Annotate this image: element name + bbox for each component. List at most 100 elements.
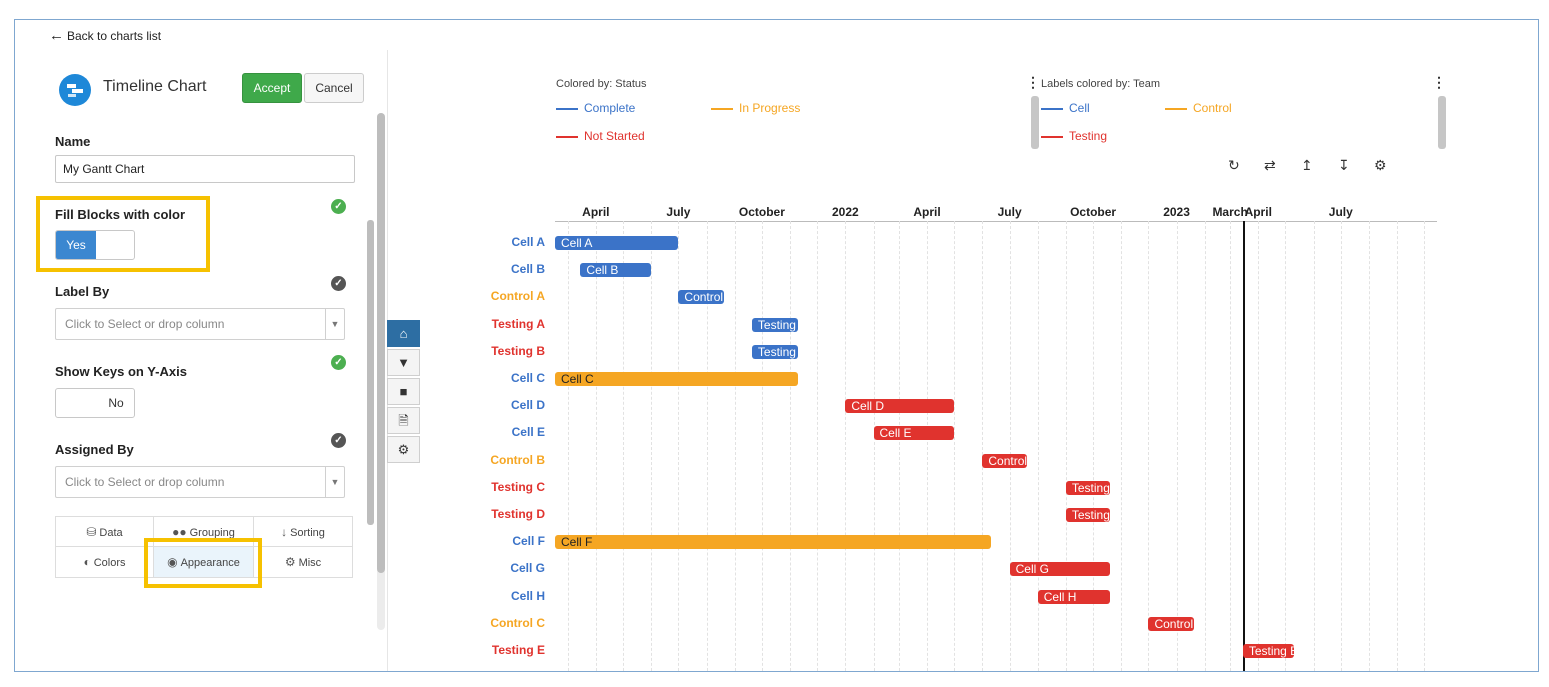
legend-item-complete[interactable]: Complete — [556, 101, 635, 115]
name-input[interactable]: My Gantt Chart — [55, 155, 355, 183]
legend-item-in-progress[interactable]: In Progress — [711, 101, 800, 115]
file-icon: 🗎 — [398, 413, 409, 428]
grid-line — [1313, 221, 1315, 671]
show-keys-label: Show Keys on Y-Axis — [55, 364, 187, 379]
editor-panel: Timeline Chart Accept Cancel Name My Gan… — [15, 50, 388, 671]
grid-line — [734, 221, 736, 671]
back-link[interactable]: ← Back to charts list — [49, 27, 162, 44]
gear-icon: ⚙ — [397, 442, 410, 457]
caret-down-icon: ▼ — [325, 467, 344, 497]
assigned-by-select[interactable]: Click to Select or drop column ▼ — [55, 466, 345, 498]
arrow-left-icon: ← — [49, 27, 64, 44]
legend-item-not-started[interactable]: Not Started — [556, 129, 645, 143]
grid-line — [1204, 221, 1206, 671]
timeline-bar[interactable]: Testing D — [1065, 508, 1111, 522]
tab-sorting[interactable]: ↓ Sorting — [254, 517, 352, 547]
grid-line — [623, 221, 625, 671]
check-icon: ✓ — [331, 355, 346, 370]
legend-item-control[interactable]: Control — [1165, 101, 1232, 115]
name-label: Name — [55, 134, 91, 149]
grid-line — [845, 221, 847, 671]
cancel-button[interactable]: Cancel — [304, 73, 364, 103]
y-axis-label: Cell E — [511, 425, 545, 440]
legend-scrollbar[interactable] — [1031, 96, 1039, 149]
users-icon: ●● — [172, 525, 187, 539]
timeline-bar[interactable]: Testing A — [751, 317, 799, 332]
grid-line — [567, 221, 569, 671]
accept-button[interactable]: Accept — [242, 73, 302, 103]
stop-toolbar-button[interactable]: ■ — [387, 378, 420, 405]
grid-line — [790, 221, 792, 671]
y-axis-label: Control B — [490, 452, 545, 467]
grid-line — [1397, 221, 1399, 671]
x-tick-label: March — [1212, 205, 1248, 219]
grid-line — [706, 221, 708, 671]
x-tick-label: 2022 — [832, 205, 859, 219]
tab-colors[interactable]: ◐ Colors — [56, 547, 154, 577]
timeline-bar[interactable]: Control A — [678, 290, 724, 305]
swap-icon[interactable]: ⇄ — [1264, 157, 1276, 173]
grid-line — [1009, 221, 1011, 671]
caret-down-icon: ▼ — [325, 309, 344, 339]
show-keys-toggle[interactable]: No — [55, 388, 135, 418]
tab-appearance[interactable]: ◉ Appearance — [154, 547, 254, 577]
tab-grouping[interactable]: ●● Grouping — [154, 517, 254, 547]
settings-toolbar-button[interactable]: ⚙ — [387, 436, 420, 463]
timeline-bar[interactable]: Cell B — [580, 263, 652, 278]
timeline-bar[interactable]: Cell A — [555, 236, 679, 250]
y-axis-label: Control C — [490, 615, 545, 630]
x-tick-label: April — [913, 205, 941, 219]
timeline-bar[interactable]: Cell G — [1009, 562, 1111, 577]
timeline-bar[interactable]: Cell H — [1037, 589, 1111, 604]
y-axis-label: Testing E — [491, 643, 545, 657]
label-by-label: Label By — [55, 284, 110, 299]
file-toolbar-button[interactable]: 🗎 — [387, 407, 420, 434]
x-tick-label: October — [1070, 205, 1117, 219]
timeline-bar[interactable]: Control B — [982, 453, 1027, 468]
check-icon: ✓ — [331, 433, 346, 448]
gear-icon[interactable]: ⚙ — [1374, 157, 1387, 173]
legend-item-testing[interactable]: Testing — [1041, 129, 1107, 143]
highlight-appearance-tab — [144, 538, 262, 588]
download-icon[interactable]: ↧ — [1338, 157, 1350, 173]
grid-line — [678, 221, 680, 671]
grid-line — [1340, 221, 1342, 671]
grid-line — [954, 221, 956, 671]
home-toolbar-button[interactable]: ⌂ — [387, 320, 420, 347]
timeline-bar[interactable]: Testing B — [751, 344, 799, 359]
label-by-select[interactable]: Click to Select or drop column ▼ — [55, 308, 345, 340]
timeline-bar[interactable]: Testing E — [1242, 644, 1294, 658]
tab-misc[interactable]: ⚙ Misc — [284, 555, 322, 569]
timeline-bar[interactable]: Cell E — [873, 426, 955, 441]
x-tick-label: April — [582, 205, 610, 219]
grid-line — [595, 221, 597, 671]
grid-line — [1121, 221, 1123, 671]
timeline-bar[interactable]: Control C — [1148, 616, 1194, 631]
panel-scrollbar[interactable] — [377, 113, 385, 630]
timeline-bar[interactable]: Cell D — [845, 399, 955, 414]
grid-line — [761, 221, 763, 671]
x-tick-label: July — [997, 205, 1022, 219]
y-axis-label: Control A — [490, 289, 545, 304]
x-tick-label: April — [1244, 205, 1272, 219]
legend-menu-icon[interactable]: ⋮ — [1026, 74, 1040, 90]
legend-scrollbar[interactable] — [1438, 96, 1446, 149]
timeline-bar[interactable]: Testing C — [1065, 480, 1111, 495]
filter-toolbar-button[interactable]: ▼ — [387, 349, 420, 376]
highlight-fill-blocks — [36, 196, 210, 272]
check-icon: ✓ — [331, 276, 346, 291]
tab-data[interactable]: ⛁ Data — [56, 517, 154, 547]
database-icon: ⛁ — [86, 525, 97, 539]
refresh-icon[interactable]: ↻ — [1228, 157, 1240, 173]
x-tick-label: 2023 — [1163, 205, 1190, 219]
grid-line — [927, 221, 929, 671]
timeline-bar[interactable]: Cell C — [555, 372, 799, 386]
legend-menu-icon[interactable]: ⋮ — [1432, 74, 1446, 90]
fill-blocks-toggle[interactable]: Yes — [55, 230, 135, 260]
upload-icon[interactable]: ↥ — [1301, 157, 1313, 173]
panel-scrollbar-inner[interactable] — [367, 220, 374, 525]
timeline-bar[interactable]: Cell F — [555, 535, 991, 550]
grid-line — [1230, 221, 1232, 671]
legend-item-cell[interactable]: Cell — [1041, 101, 1090, 115]
grid-line — [1424, 221, 1426, 671]
